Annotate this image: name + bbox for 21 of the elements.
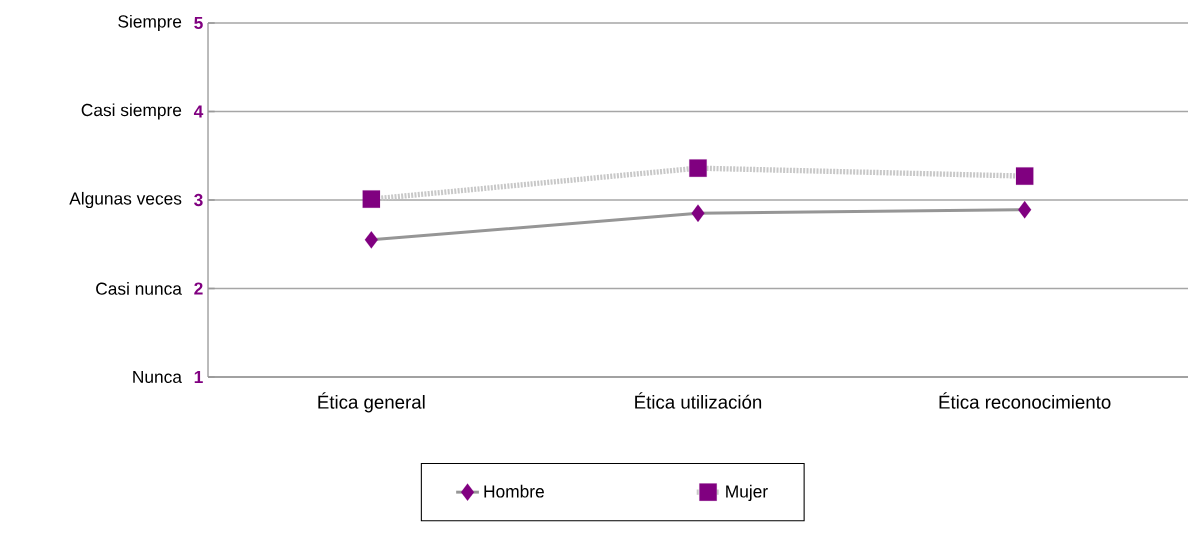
y-tick-label: 4: [193, 105, 204, 118]
point: [689, 159, 707, 177]
text: Nunca: [133, 370, 182, 384]
point: [362, 190, 381, 208]
text: Siempre: [118, 14, 182, 32]
text: Algunas veces: [69, 191, 182, 209]
y-tick-label: 2: [194, 282, 203, 295]
y-tick-label: 3: [194, 193, 203, 207]
text: Casi siempre: [81, 103, 182, 120]
x-tick-label: Ética reconocimiento: [939, 392, 1111, 409]
point: [1018, 200, 1032, 219]
legend-label: Hombre: [484, 484, 544, 498]
point: [364, 231, 378, 249]
point: [1015, 167, 1034, 185]
x-tick-label: Ética general: [318, 392, 425, 413]
point: [691, 204, 705, 223]
y-tick-label: 1: [194, 371, 203, 383]
y-tick-label: 5: [194, 16, 203, 30]
legend-label: Mujer: [726, 484, 768, 502]
x-tick-label: Ética utilización: [635, 392, 762, 409]
text: Casi nunca: [96, 282, 182, 295]
